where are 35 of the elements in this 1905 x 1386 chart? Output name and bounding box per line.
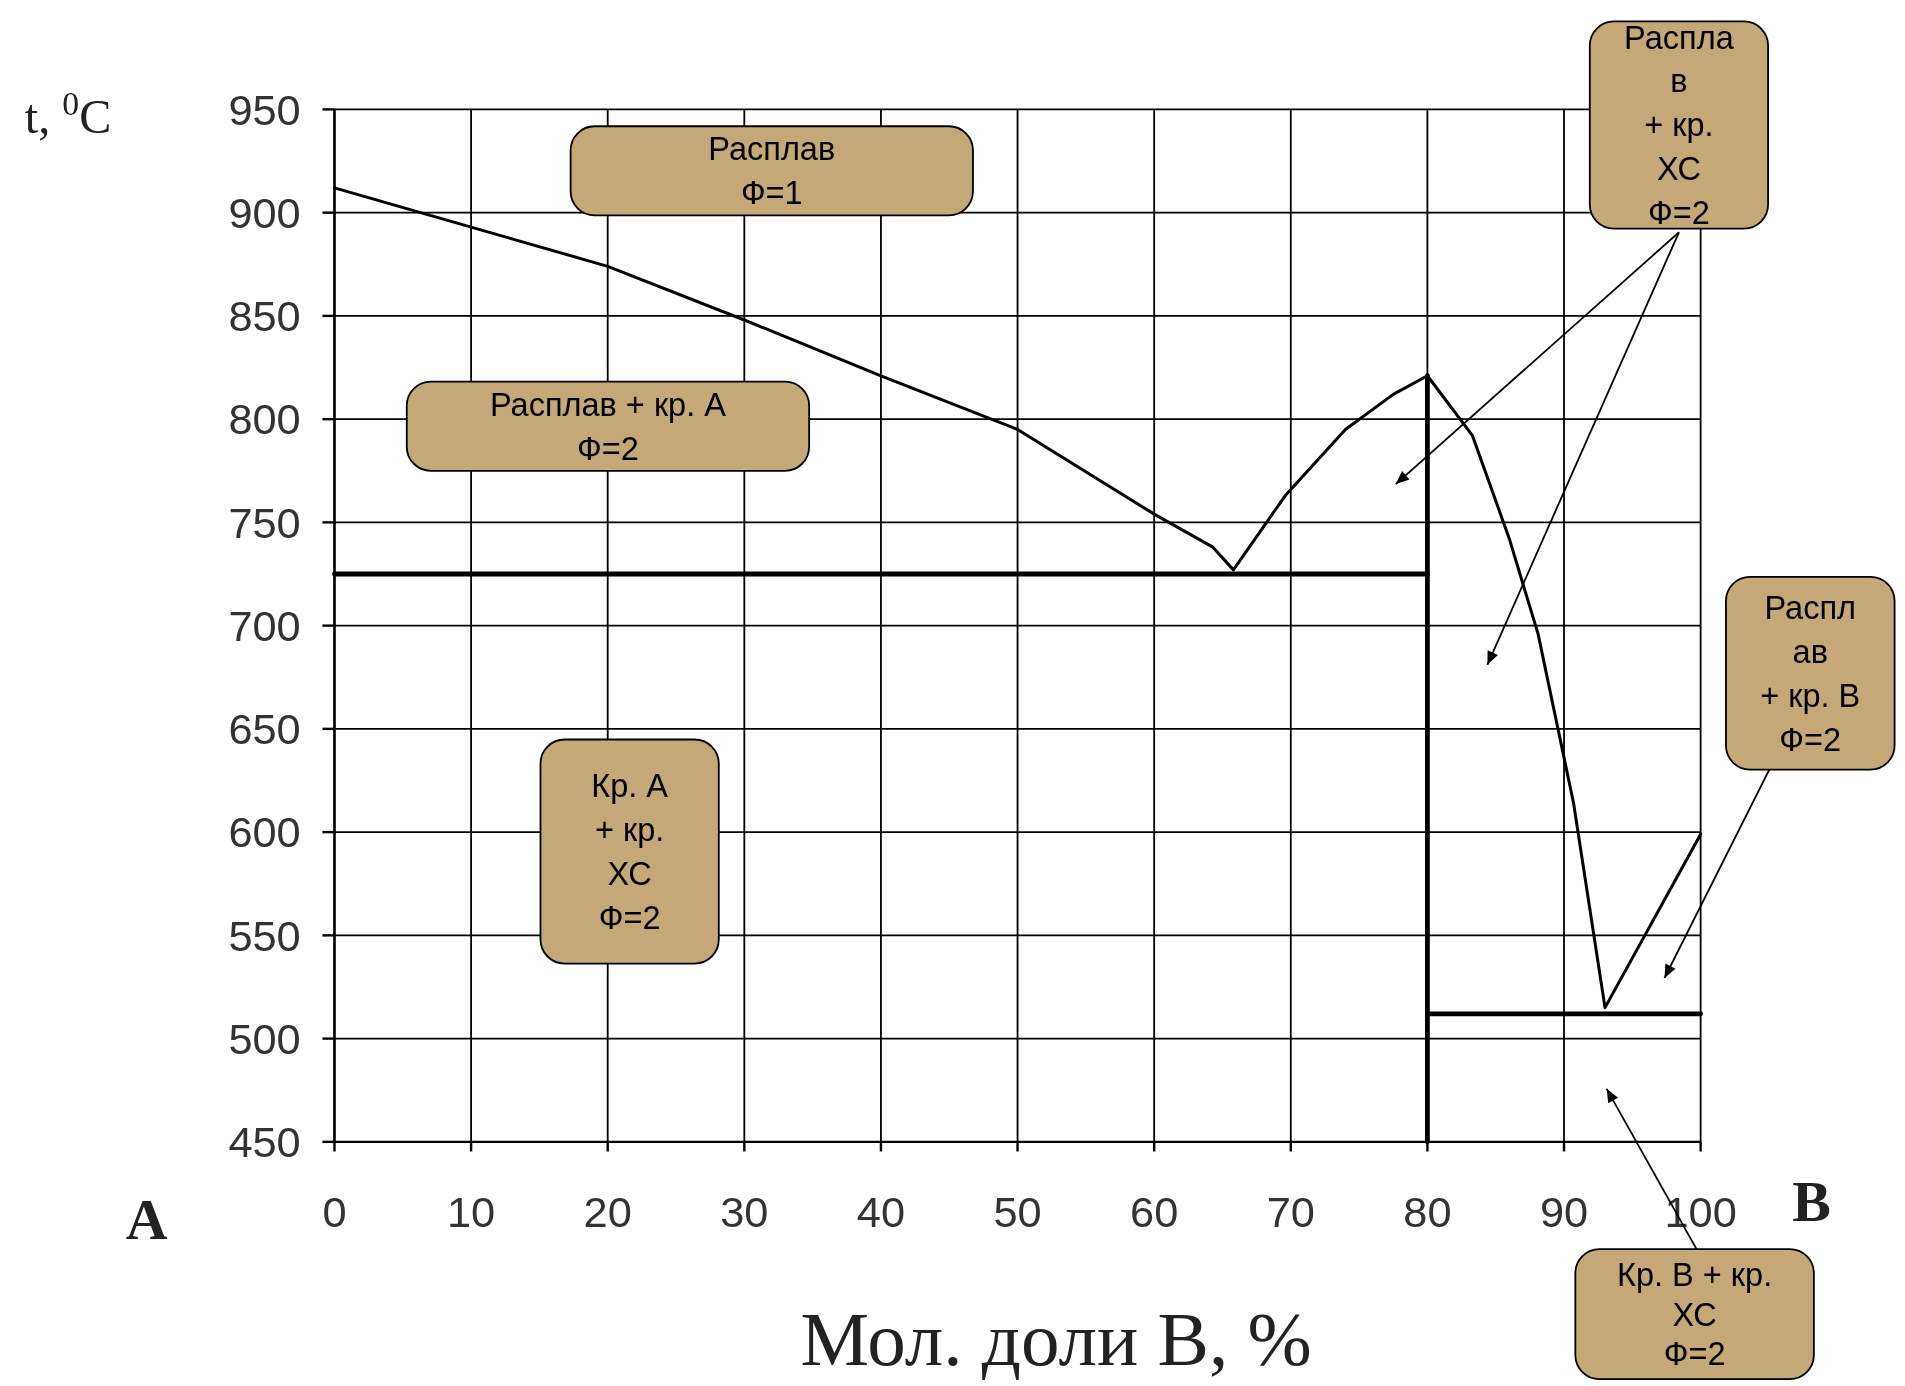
text: B [1792, 1169, 1831, 1235]
x-tick-label: 90 [1539, 1188, 1589, 1237]
x-tick-label: 10 [446, 1188, 496, 1237]
annotation: Расплав Ф=1 [708, 131, 836, 212]
x-tick-label: 60 [1130, 1188, 1179, 1237]
x-tick-label: 40 [856, 1188, 906, 1237]
y-tick-label: 600 [228, 808, 301, 857]
x-tick-label: 70 [1266, 1188, 1315, 1237]
y-tick-label: 800 [228, 395, 301, 444]
y-tick-label: 750 [228, 498, 301, 547]
annotation: Распла в + кр. ХС Ф=2 [1624, 19, 1735, 232]
y-tick-label: 900 [228, 188, 301, 237]
label-box: Расплав + кр. А Ф=2 [405, 380, 811, 472]
x-tick-label: 50 [993, 1188, 1042, 1237]
y-tick-label: 700 [228, 601, 301, 650]
annotation: Кр. А + кр. ХС Ф=2 [591, 767, 669, 936]
y-tick-label: 550 [228, 911, 301, 960]
y-tick-label: 500 [228, 1014, 301, 1063]
label-box: Расплав Ф=1 [569, 125, 974, 217]
label-box: Кр. А + кр. ХС Ф=2 [539, 738, 720, 965]
x-tick-label: 80 [1403, 1188, 1452, 1237]
label-box: Кр. В + кр. ХС Ф=2 [1574, 1248, 1815, 1381]
y-tick-label: 650 [228, 705, 301, 754]
annotation: Расплав + кр. А Ф=2 [489, 386, 727, 467]
y-tick-label: 950 [228, 85, 301, 134]
x-tick-label: 0 [322, 1188, 347, 1237]
text: A [125, 1187, 168, 1253]
x-axis-title: Мол. доли В, % [800, 1295, 1312, 1382]
label-box: Распла в + кр. ХС Ф=2 [1588, 19, 1769, 232]
y-tick-label: 450 [228, 1118, 301, 1167]
x-tick-label: 20 [583, 1188, 632, 1237]
y-tick-label: 850 [228, 292, 301, 341]
x-tick-label: 30 [720, 1188, 769, 1237]
label-box: Распл ав + кр. В Ф=2 [1725, 575, 1896, 771]
y-axis-title: t, $^{0}$C [24, 85, 112, 144]
